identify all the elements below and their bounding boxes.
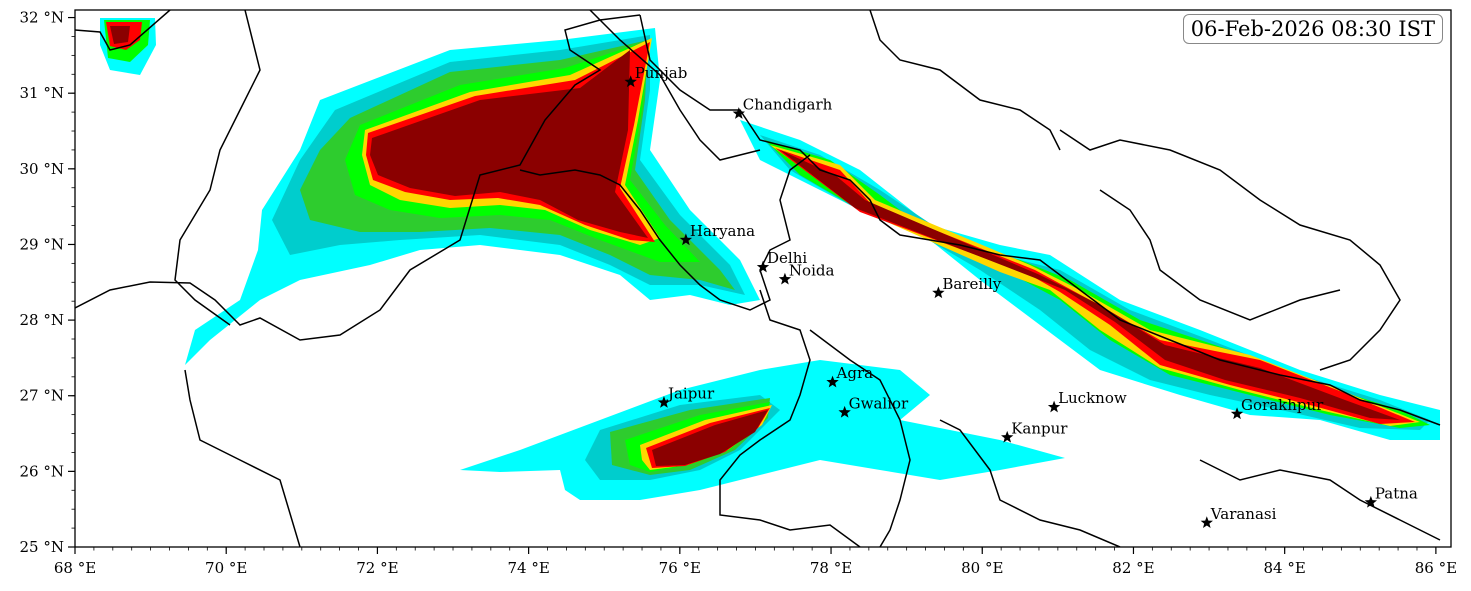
star-icon xyxy=(932,286,945,299)
boundary-line xyxy=(1059,129,1401,371)
star-icon xyxy=(838,405,851,418)
x-tick-label: 70 °E xyxy=(205,559,247,577)
y-tick-label: 30 °N xyxy=(20,160,64,178)
x-tick-label: 78 °E xyxy=(810,559,852,577)
city-label: Gwalior xyxy=(849,394,909,412)
y-tick-label: 25 °N xyxy=(20,538,64,556)
star-icon xyxy=(1001,430,1014,443)
boundary-line xyxy=(939,419,1121,547)
city-marker: Gorakhpur xyxy=(1230,396,1324,420)
boundary-line xyxy=(519,154,811,311)
star-icon xyxy=(657,396,671,408)
city-marker: Patna xyxy=(1364,484,1418,508)
city-marker: Gwalior xyxy=(838,394,909,418)
city-label: Kanpur xyxy=(1011,419,1068,437)
city-marker: Kanpur xyxy=(1001,419,1068,443)
boundary-line xyxy=(75,14,641,341)
city-label: Bareilly xyxy=(942,275,1001,293)
x-axis: 68 °E 70 °E 72 °E 74 °E 76 °E 78 °E 80 °E 82 °E… xyxy=(54,547,1457,577)
boundary-line xyxy=(1099,189,1341,321)
star-icon xyxy=(1047,400,1061,413)
boundary-line xyxy=(174,10,261,326)
y-axis: 25 °N 26 °N 27 °N 28 °N 29 °N 30 °N 31 °N 32 °N xyxy=(20,9,75,556)
x-tick-label: 68 °E xyxy=(54,559,96,577)
plot-frame xyxy=(74,9,1452,548)
boundary-line xyxy=(719,289,861,547)
city-label: Punjab xyxy=(635,64,688,82)
city-marker: Varanasi xyxy=(1200,505,1277,529)
x-tick-label: 86 °E xyxy=(1415,559,1457,577)
city-label: Gorakhpur xyxy=(1241,396,1324,414)
x-tick-label: 84 °E xyxy=(1264,559,1306,577)
boundary-line xyxy=(869,10,1061,151)
precip-blob-top-left xyxy=(100,18,156,75)
city-marker: Lucknow xyxy=(1047,389,1127,413)
city-marker: Jaipur xyxy=(657,385,715,408)
city-marker: Punjab xyxy=(624,64,688,88)
city-label: Noida xyxy=(789,261,835,279)
city-label: Varanasi xyxy=(1210,505,1277,523)
precip-blob-jaipur xyxy=(460,360,1065,500)
city-label: Patna xyxy=(1375,484,1418,502)
boundary-line xyxy=(589,10,761,161)
city-label: Delhi xyxy=(767,249,807,267)
y-tick-label: 32 °N xyxy=(20,9,64,27)
city-marker: Bareilly xyxy=(932,275,1002,299)
star-icon xyxy=(1200,516,1213,529)
star-icon xyxy=(624,75,637,88)
y-tick-label: 31 °N xyxy=(20,84,64,102)
timestamp-box: 06-Feb-2026 08:30 IST xyxy=(1182,14,1443,44)
star-icon xyxy=(756,260,770,273)
city-label: Jaipur xyxy=(666,385,715,403)
boundary-line xyxy=(639,14,1441,426)
boundary-line xyxy=(1199,459,1441,541)
star-icon xyxy=(679,233,693,246)
boundary-line xyxy=(184,369,301,547)
boundary-line xyxy=(75,10,171,51)
boundaries xyxy=(75,10,1441,547)
x-tick-label: 74 °E xyxy=(507,559,549,577)
y-tick-label: 29 °N xyxy=(20,235,64,253)
city-marker: Noida xyxy=(778,261,835,285)
x-tick-label: 76 °E xyxy=(659,559,701,577)
x-tick-label: 82 °E xyxy=(1112,559,1154,577)
y-tick-label: 28 °N xyxy=(20,311,64,329)
city-marker: Agra xyxy=(826,364,874,388)
x-tick-label: 80 °E xyxy=(961,559,1003,577)
star-icon xyxy=(732,107,745,119)
city-label: Agra xyxy=(836,364,874,382)
city-marker: Haryana xyxy=(679,222,755,246)
x-tick-label: 72 °E xyxy=(356,559,398,577)
boundary-line xyxy=(809,329,911,547)
star-icon xyxy=(826,375,839,388)
y-tick-label: 27 °N xyxy=(20,387,64,405)
city-marker: Chandigarh xyxy=(732,96,833,119)
star-icon xyxy=(1364,495,1378,508)
city-label: Chandigarh xyxy=(743,96,833,114)
star-icon xyxy=(778,272,792,285)
city-label: Lucknow xyxy=(1058,389,1127,407)
star-icon xyxy=(1230,407,1244,420)
city-label: Haryana xyxy=(690,222,755,240)
city-marker: Delhi xyxy=(756,249,807,273)
y-tick-label: 26 °N xyxy=(20,462,64,480)
